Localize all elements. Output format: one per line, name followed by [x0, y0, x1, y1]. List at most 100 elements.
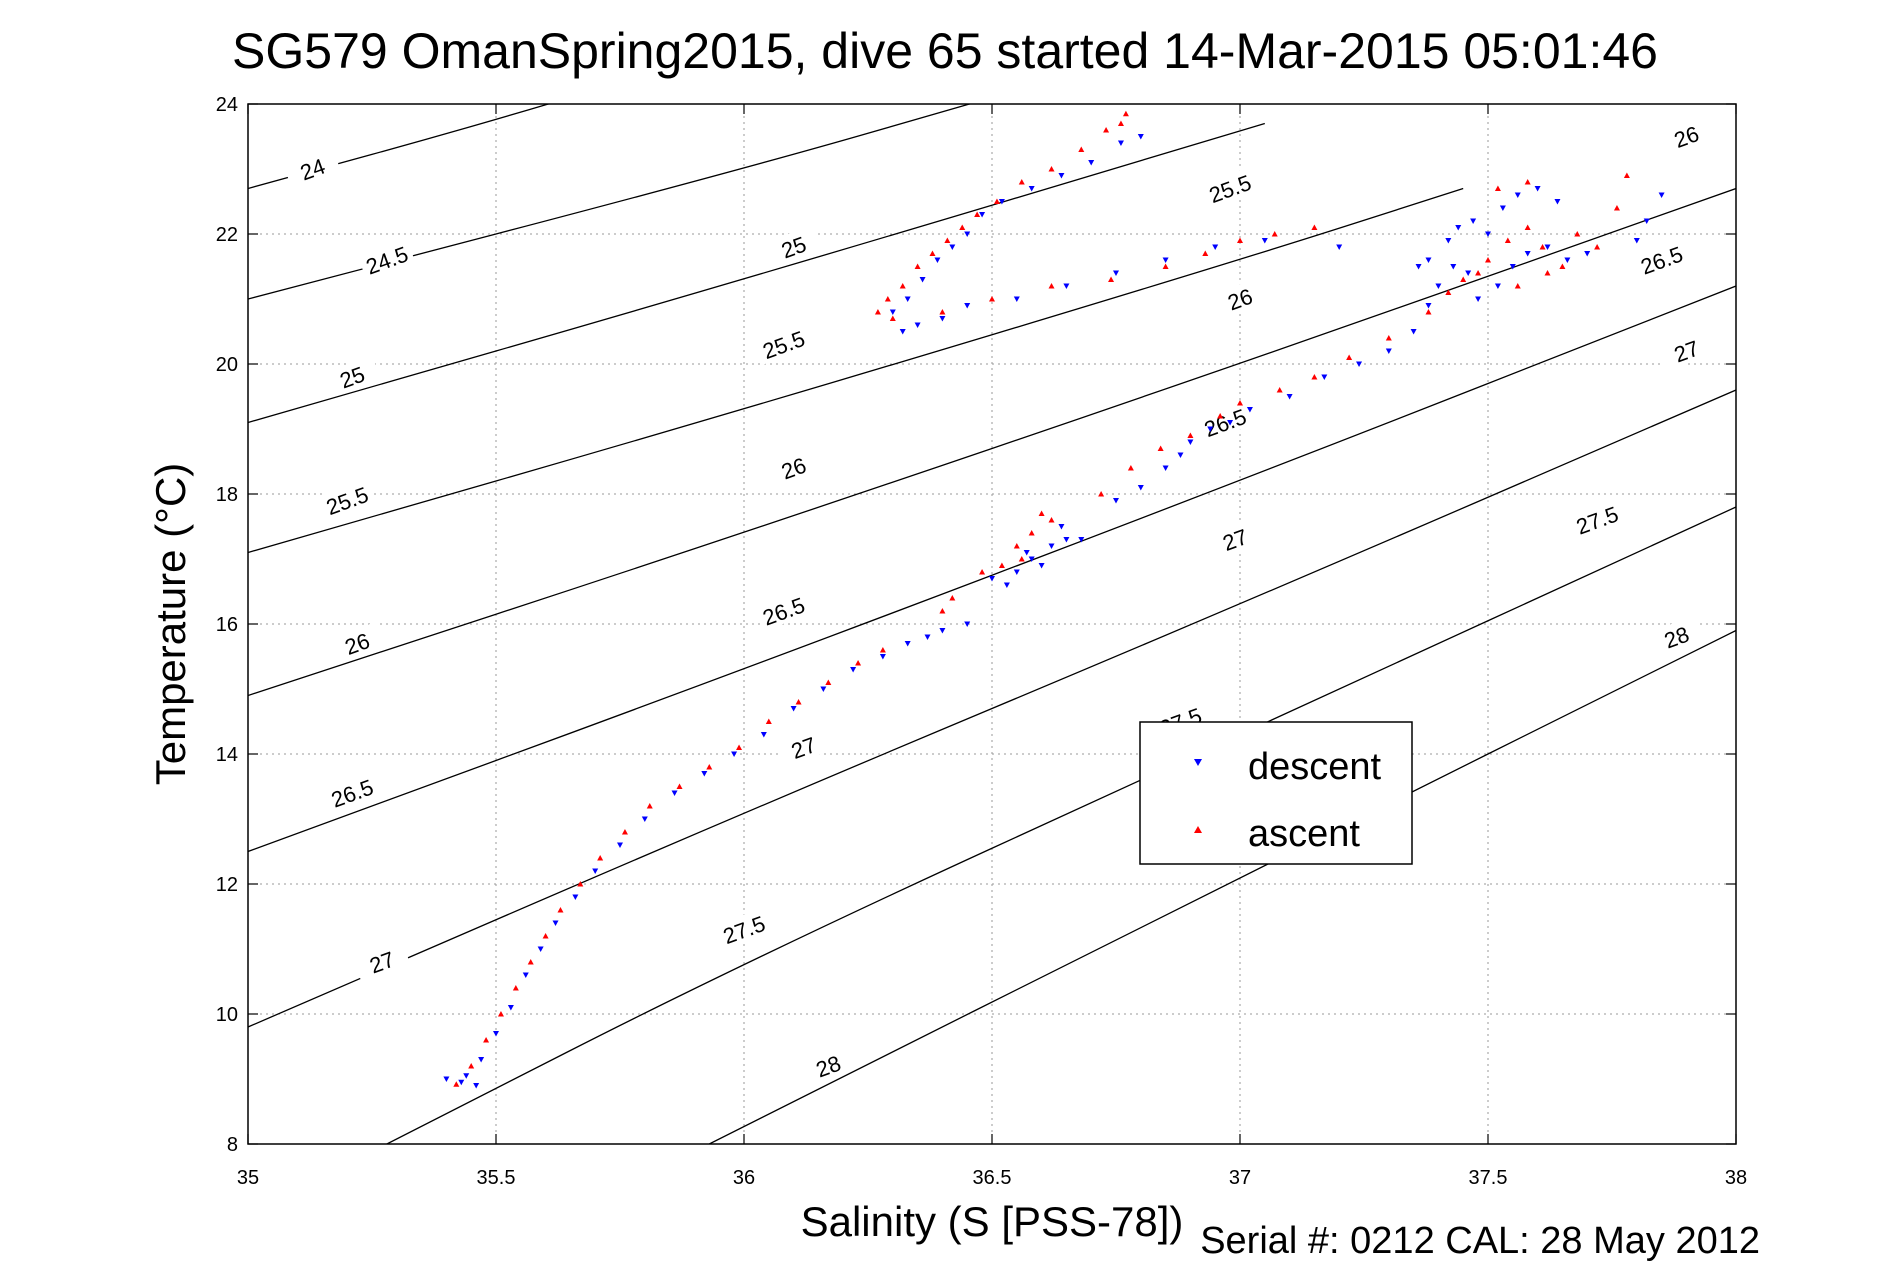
ascent-point	[1217, 413, 1224, 419]
ascent-point	[453, 1081, 460, 1087]
descent-point	[1321, 374, 1328, 380]
legend-descent-label: descent	[1248, 746, 1382, 788]
y-tick-label: 8	[227, 1134, 238, 1156]
ascent-point	[1494, 185, 1501, 191]
descent-point	[919, 277, 926, 283]
descent-point	[522, 972, 529, 978]
ascent-point	[765, 718, 772, 724]
y-tick-label: 16	[216, 614, 238, 636]
contour-line	[386, 506, 1736, 1144]
descent-point	[1410, 329, 1417, 335]
ascent-point	[1018, 179, 1025, 185]
ascent-point	[974, 211, 981, 217]
ascent-point	[899, 283, 906, 289]
ascent-point	[1276, 387, 1283, 393]
descent-point	[899, 329, 906, 335]
descent-point	[914, 322, 921, 328]
legend-ascent-label: ascent	[1248, 813, 1360, 855]
contour-label: 26.5	[1637, 241, 1686, 279]
descent-point	[1658, 192, 1665, 198]
y-tick-label: 20	[216, 354, 238, 376]
descent-point	[1485, 231, 1491, 237]
descent-point	[1023, 550, 1030, 556]
ascent-point	[889, 315, 896, 321]
ascent-point	[1048, 517, 1055, 523]
contour-label: 25.5	[323, 482, 372, 520]
descent-point	[641, 816, 648, 822]
ascent-point	[825, 679, 832, 685]
legend-descent-marker	[1194, 759, 1202, 766]
ascent-point	[1574, 231, 1581, 237]
legend: descent ascent	[1139, 721, 1413, 865]
ascent-point	[1425, 309, 1432, 315]
contour-label-bg	[1200, 166, 1259, 209]
contour-label-bg	[317, 478, 376, 521]
ascent-point	[914, 263, 921, 269]
descent-point	[1643, 218, 1650, 224]
descent-point	[964, 303, 971, 309]
ascent-point	[1346, 354, 1353, 360]
ascent-point	[1524, 179, 1531, 185]
descent-point	[1117, 140, 1124, 146]
ascent-point	[998, 562, 1005, 568]
ascent-point	[1018, 556, 1025, 562]
contour-label: 26.5	[1201, 404, 1250, 442]
contour-label-bg	[1567, 497, 1626, 541]
contour-label-bg	[1632, 237, 1691, 281]
ascent-point	[1475, 270, 1482, 276]
descent-point	[617, 842, 623, 848]
descent-point	[1455, 225, 1462, 231]
descent-point	[850, 667, 857, 673]
ascent-point	[874, 309, 881, 315]
ascent-point	[1385, 335, 1392, 341]
contour-line	[248, 187, 1736, 697]
ascent-point	[989, 296, 995, 302]
grid-lines	[248, 104, 1736, 1144]
contour-label-bg	[357, 237, 416, 281]
descent-point	[1524, 251, 1531, 257]
legend-box	[1139, 721, 1413, 865]
descent-point	[904, 296, 911, 302]
descent-point	[537, 946, 544, 952]
descent-point	[964, 621, 971, 627]
chart-title: SG579 OmanSpring2015, dive 65 started 14…	[232, 23, 1658, 79]
contour-label-bg	[774, 725, 833, 768]
ascent-point	[1187, 432, 1194, 438]
ascent-point	[1460, 276, 1467, 282]
contour-label-bg	[1205, 517, 1264, 560]
contour-label: 26.5	[759, 592, 808, 630]
descent-point	[1048, 543, 1055, 549]
descent-point	[493, 1031, 499, 1037]
descent-point	[1514, 192, 1521, 198]
descent-point	[879, 654, 886, 660]
ascent-point	[1048, 166, 1055, 172]
descent-point	[1063, 537, 1070, 543]
descent-point	[1003, 582, 1010, 588]
descent-point	[989, 576, 995, 582]
ascent-point	[1559, 263, 1566, 269]
descent-point	[731, 751, 738, 757]
ascent-point	[879, 647, 886, 653]
contour-label-bg	[1657, 114, 1715, 157]
descent-point	[1246, 407, 1253, 413]
descent-point	[1336, 244, 1343, 250]
descent-point	[1113, 498, 1119, 504]
descent-point	[1544, 244, 1551, 250]
descent-point	[998, 199, 1005, 205]
descent-point	[1435, 283, 1442, 289]
ascent-point	[497, 1011, 504, 1017]
contour-label-bg	[799, 1043, 857, 1087]
descent-point	[1425, 257, 1432, 263]
ascent-point	[1127, 465, 1134, 471]
descent-point	[1356, 361, 1363, 367]
descent-point	[939, 316, 946, 322]
ascent-point	[542, 933, 549, 939]
contour-label: 25.5	[1206, 170, 1255, 208]
descent-point	[1113, 270, 1119, 276]
descent-point	[1013, 569, 1020, 575]
descent-point	[671, 790, 678, 796]
ascent-point	[993, 198, 1000, 204]
contour-label-bg	[322, 354, 381, 398]
y-tick-label: 10	[216, 1004, 238, 1026]
